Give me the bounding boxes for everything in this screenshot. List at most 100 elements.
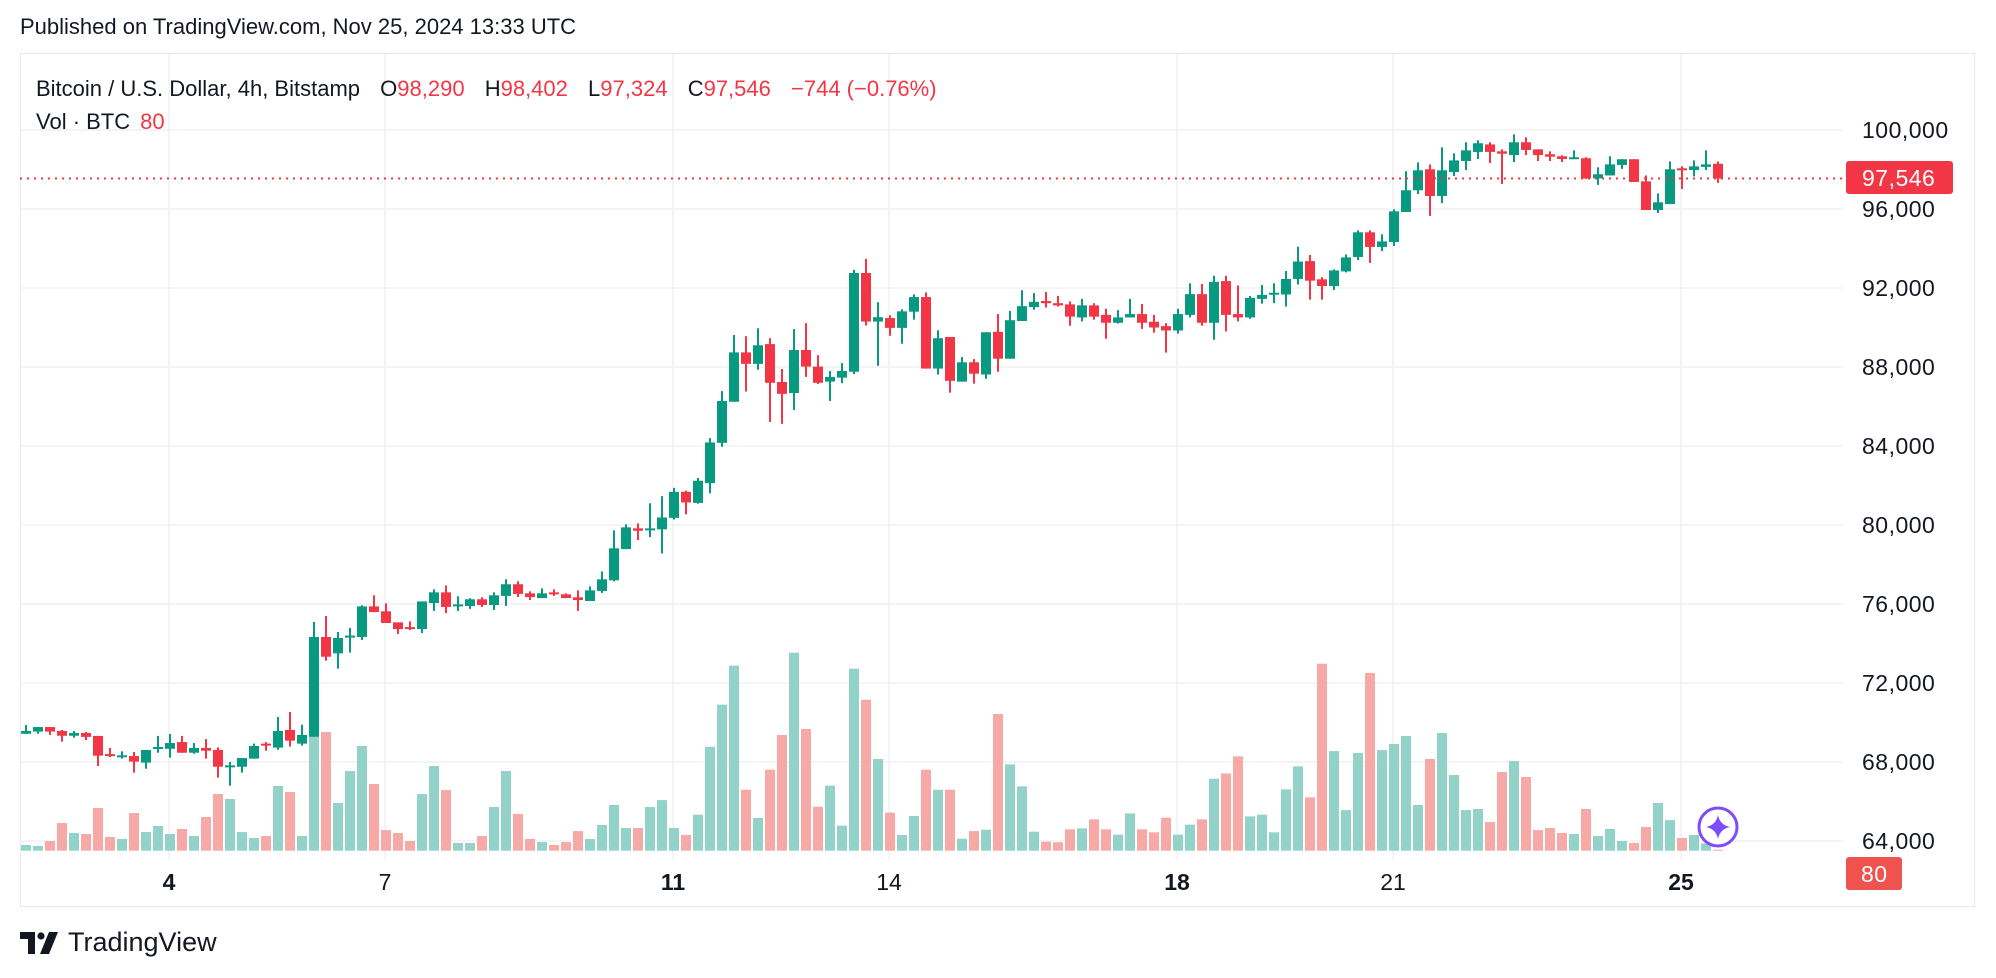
candle[interactable] (489, 592, 499, 610)
candle[interactable] (1101, 308, 1111, 339)
candle[interactable] (1533, 149, 1543, 162)
candle[interactable] (777, 368, 787, 424)
candle[interactable] (1017, 290, 1027, 321)
candle[interactable] (1293, 246, 1303, 285)
candle[interactable] (1701, 150, 1711, 171)
candle[interactable] (645, 503, 655, 538)
candle[interactable] (1365, 230, 1375, 263)
candle[interactable] (837, 363, 847, 384)
candle[interactable] (417, 601, 427, 634)
candle[interactable] (1593, 167, 1603, 185)
candle[interactable] (1161, 323, 1171, 353)
candle[interactable] (249, 743, 259, 759)
candle[interactable] (813, 355, 823, 384)
candle[interactable] (309, 621, 319, 737)
candle[interactable] (561, 593, 571, 599)
candle[interactable] (633, 523, 643, 541)
candle[interactable] (1209, 275, 1219, 340)
candle[interactable] (753, 328, 763, 370)
candle[interactable] (1425, 164, 1435, 216)
candle[interactable] (393, 622, 403, 635)
candle[interactable] (1185, 283, 1195, 318)
candle[interactable] (1077, 298, 1087, 322)
candle[interactable] (1449, 153, 1459, 177)
candle[interactable] (873, 302, 883, 366)
candle[interactable] (1269, 283, 1279, 304)
symbol-title[interactable]: Bitcoin / U.S. Dollar, 4h, Bitstamp (36, 76, 361, 101)
candle[interactable] (201, 739, 211, 759)
candle[interactable] (345, 627, 355, 653)
candle[interactable] (609, 530, 619, 582)
candle[interactable] (45, 727, 55, 735)
candle[interactable] (237, 758, 247, 773)
candle[interactable] (537, 588, 547, 599)
candle[interactable] (1233, 285, 1243, 322)
candle[interactable] (1029, 293, 1039, 310)
candle[interactable] (465, 598, 475, 609)
candle[interactable] (693, 477, 703, 504)
candle[interactable] (1545, 151, 1555, 162)
candle[interactable] (33, 727, 43, 734)
candle[interactable] (1317, 277, 1327, 300)
candle[interactable] (729, 335, 739, 402)
candle[interactable] (453, 596, 463, 611)
candle[interactable] (141, 749, 151, 769)
candle[interactable] (933, 330, 943, 375)
candle[interactable] (1665, 161, 1675, 205)
candle[interactable] (477, 597, 487, 607)
candle[interactable] (285, 712, 295, 747)
candle[interactable] (273, 716, 283, 750)
candle[interactable] (117, 751, 127, 759)
candle[interactable] (1617, 159, 1627, 169)
candle[interactable] (885, 315, 895, 336)
candle[interactable] (1497, 149, 1507, 184)
candle[interactable] (621, 524, 631, 550)
candle[interactable] (573, 590, 583, 611)
candle[interactable] (1341, 254, 1351, 273)
candle[interactable] (1137, 303, 1147, 329)
candle[interactable] (405, 621, 415, 631)
candle[interactable] (213, 747, 223, 778)
candle[interactable] (669, 487, 679, 520)
candle[interactable] (1581, 157, 1591, 179)
candle[interactable] (1305, 255, 1315, 300)
candle[interactable] (1509, 134, 1519, 162)
candle[interactable] (1413, 162, 1423, 194)
candle[interactable] (717, 391, 727, 447)
candle[interactable] (597, 571, 607, 593)
candle[interactable] (1353, 230, 1363, 260)
volume-label[interactable]: Vol · BTC (36, 109, 131, 134)
candle[interactable] (21, 725, 31, 734)
candle[interactable] (1173, 308, 1183, 334)
candle[interactable] (1677, 166, 1687, 190)
candle[interactable] (1329, 269, 1339, 290)
candle[interactable] (1221, 275, 1231, 332)
candle[interactable] (93, 735, 103, 766)
candle[interactable] (981, 332, 991, 379)
candle[interactable] (105, 747, 115, 758)
candle[interactable] (1041, 291, 1051, 308)
candle[interactable] (969, 359, 979, 384)
candle[interactable] (1641, 175, 1651, 210)
assistant-button[interactable] (1697, 806, 1739, 848)
candle[interactable] (1089, 303, 1099, 320)
candle[interactable] (381, 603, 391, 623)
candle[interactable] (69, 730, 79, 738)
candle[interactable] (765, 338, 775, 422)
candle[interactable] (261, 742, 271, 751)
candle[interactable] (1485, 142, 1495, 163)
candle[interactable] (741, 336, 751, 392)
candle[interactable] (429, 589, 439, 611)
candle[interactable] (501, 579, 511, 606)
candle[interactable] (945, 336, 955, 393)
candle[interactable] (165, 733, 175, 758)
candle[interactable] (1473, 140, 1483, 160)
candle[interactable] (321, 616, 331, 661)
candle[interactable] (441, 585, 451, 614)
candle[interactable] (1005, 310, 1015, 359)
candle[interactable] (129, 751, 139, 773)
candle[interactable] (861, 258, 871, 326)
candle[interactable] (1377, 234, 1387, 252)
candle[interactable] (1125, 298, 1135, 318)
candle[interactable] (1389, 209, 1399, 246)
